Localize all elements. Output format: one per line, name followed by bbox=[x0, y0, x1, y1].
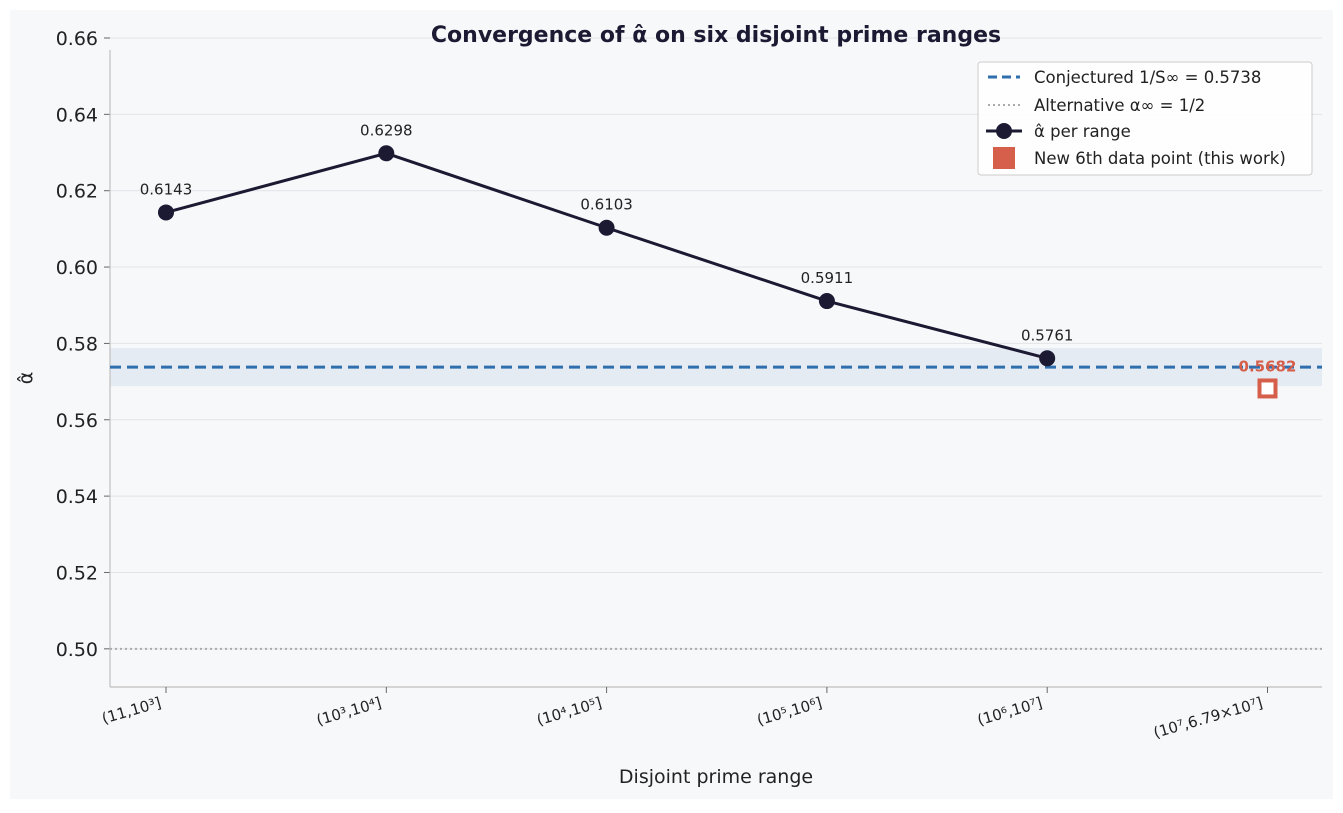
y-tick-label: 0.56 bbox=[56, 410, 98, 432]
data-point bbox=[598, 219, 615, 236]
y-tick-label: 0.52 bbox=[56, 562, 98, 584]
data-point bbox=[158, 204, 174, 221]
legend-label-alternative: Alternative α∞ = 1/2 bbox=[1034, 96, 1205, 115]
data-label: 0.6103 bbox=[580, 196, 633, 214]
data-point bbox=[378, 145, 395, 162]
y-tick-label: 0.50 bbox=[56, 639, 98, 661]
legend-marker-icon bbox=[996, 123, 1012, 139]
legend-label-new-point: New 6th data point (this work) bbox=[1034, 149, 1286, 168]
data-point bbox=[1039, 350, 1056, 367]
data-label: 0.6298 bbox=[360, 121, 413, 139]
y-tick-label: 0.62 bbox=[56, 181, 98, 203]
data-point bbox=[818, 293, 835, 310]
y-tick-label: 0.54 bbox=[56, 486, 98, 508]
data-label: 0.5911 bbox=[801, 269, 854, 287]
legend: Conjectured 1/S∞ = 0.5738 Alternative α∞… bbox=[977, 61, 1313, 176]
y-tick-label: 0.58 bbox=[56, 333, 98, 355]
chart-title: Convergence of α̂ on six disjoint prime … bbox=[431, 23, 1001, 48]
data-label: 0.6143 bbox=[140, 180, 193, 198]
data-label: 0.5761 bbox=[1021, 326, 1074, 344]
y-tick-label: 0.64 bbox=[56, 104, 98, 126]
y-tick-label: 0.66 bbox=[56, 28, 98, 50]
y-axis-label: α̂ bbox=[15, 372, 37, 385]
new-data-point-label: 0.5682 bbox=[1239, 357, 1297, 375]
legend-box bbox=[977, 61, 1313, 176]
y-tick-label: 0.60 bbox=[56, 257, 98, 279]
legend-square-icon bbox=[993, 147, 1015, 169]
legend-label-conjectured: Conjectured 1/S∞ = 0.5738 bbox=[1034, 68, 1261, 87]
new-data-point bbox=[1257, 378, 1278, 399]
x-axis-label: Disjoint prime range bbox=[619, 766, 813, 788]
legend-label-series: α̂ per range bbox=[1034, 122, 1131, 141]
